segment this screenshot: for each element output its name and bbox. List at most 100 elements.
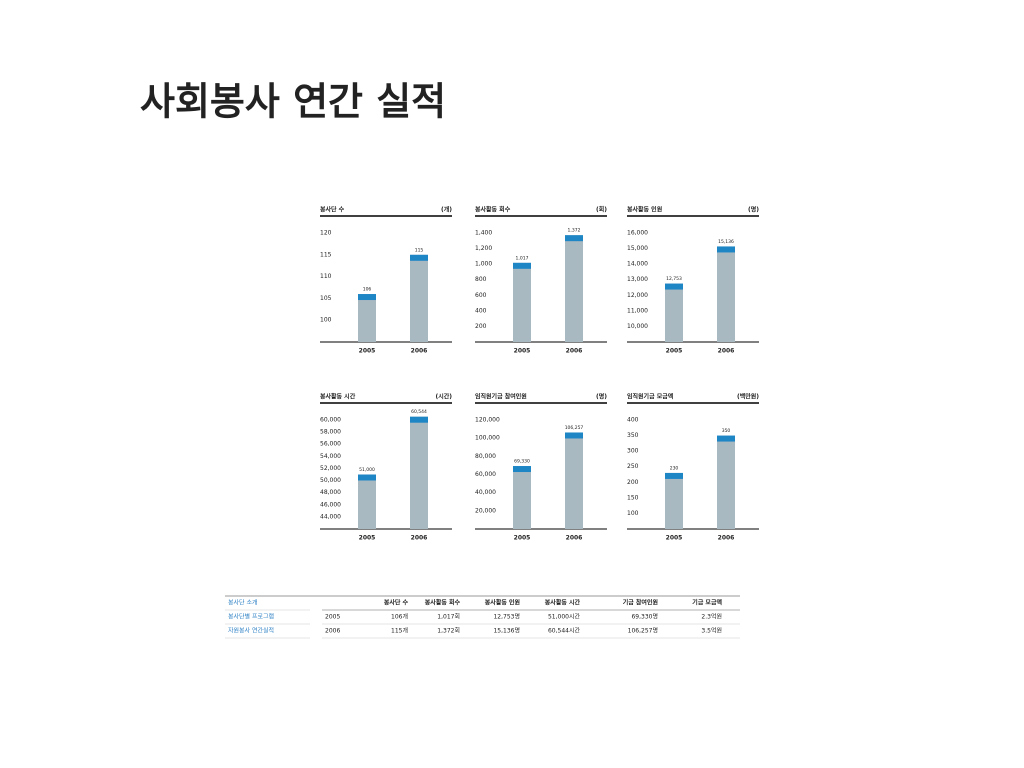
x-tick-label: 2006: [718, 535, 735, 542]
value-label: 51,000: [359, 467, 375, 473]
y-tick-label: 52,000: [320, 465, 341, 472]
y-tick-label: 12,000: [627, 292, 648, 299]
x-tick-label: 2006: [566, 348, 583, 355]
bar-cap: [665, 283, 683, 290]
y-tick-label: 16,000: [627, 230, 648, 237]
chart-unit: (시간): [435, 393, 452, 401]
table-cell: 106,257명: [628, 627, 658, 635]
bar-cap: [565, 235, 583, 242]
bar: [565, 432, 583, 529]
y-tick-label: 40,000: [475, 489, 496, 496]
value-label: 15,136: [718, 239, 734, 245]
value-label: 69,330: [514, 459, 530, 465]
x-tick-label: 2006: [411, 348, 428, 355]
table-header: 봉사활동 인원: [485, 599, 520, 607]
x-tick-label: 2005: [514, 348, 531, 355]
y-tick-label: 20,000: [475, 507, 496, 514]
y-tick-label: 300: [627, 448, 639, 455]
y-tick-label: 800: [475, 276, 487, 283]
value-label: 106,257: [565, 425, 584, 431]
bar-cap: [565, 432, 583, 439]
bar: [410, 254, 428, 342]
bar-cap: [513, 466, 531, 473]
table-cell: 3.5억원: [701, 627, 722, 635]
y-tick-label: 100: [320, 317, 332, 324]
value-label: 106: [363, 287, 372, 293]
bar-cap: [358, 474, 376, 481]
table-cell: 12,753명: [493, 613, 520, 621]
bar-cap: [410, 254, 428, 261]
bar-cap: [358, 294, 376, 301]
y-tick-label: 46,000: [320, 501, 341, 508]
y-tick-label: 150: [627, 494, 639, 501]
table-cell: 15,136명: [493, 627, 520, 635]
bar: [665, 472, 683, 529]
y-tick-label: 10,000: [627, 323, 648, 330]
bar: [513, 262, 531, 342]
y-tick-label: 50,000: [320, 477, 341, 484]
bar: [410, 416, 428, 529]
y-tick-label: 48,000: [320, 489, 341, 496]
y-tick-label: 56,000: [320, 441, 341, 448]
x-tick-label: 2005: [359, 535, 376, 542]
table-cell: 1,372회: [437, 627, 460, 635]
bar: [513, 466, 531, 529]
chart-title: 임직원기금 모금액: [627, 393, 673, 401]
nav-link: 봉사단 소개: [228, 599, 258, 607]
chart-unit: (백만원): [737, 393, 759, 401]
x-tick-label: 2006: [411, 535, 428, 542]
value-label: 60,544: [411, 409, 427, 415]
table-header: 기금 모금액: [692, 599, 722, 607]
y-tick-label: 250: [627, 463, 639, 470]
y-tick-label: 120: [320, 230, 332, 237]
x-tick-label: 2005: [666, 348, 683, 355]
chart-unit: (회): [596, 206, 607, 214]
y-tick-label: 115: [320, 251, 332, 258]
chart-unit: (개): [441, 206, 452, 214]
y-tick-label: 80,000: [475, 453, 496, 460]
chart-unit: (명): [596, 393, 607, 401]
y-tick-label: 13,000: [627, 276, 648, 283]
value-label: 1,017: [516, 255, 529, 261]
table-cell: 2.3억원: [701, 613, 722, 621]
chart-unit: (명): [748, 206, 759, 214]
y-tick-label: 58,000: [320, 429, 341, 436]
table-cell: 51,000시간: [548, 613, 581, 621]
value-label: 1,372: [568, 228, 581, 234]
bar-cap: [410, 416, 428, 423]
x-tick-label: 2006: [566, 535, 583, 542]
x-tick-label: 2005: [514, 535, 531, 542]
y-tick-label: 14,000: [627, 261, 648, 268]
y-tick-label: 100: [627, 510, 639, 517]
table-header: 기금 참여인원: [623, 599, 658, 607]
y-tick-label: 200: [627, 479, 639, 486]
y-tick-label: 400: [627, 417, 639, 424]
y-tick-label: 11,000: [627, 307, 648, 314]
bar: [665, 283, 683, 342]
y-tick-label: 350: [627, 432, 639, 439]
value-label: 115: [415, 247, 424, 253]
table-cell: 60,544시간: [548, 627, 581, 635]
x-tick-label: 2005: [359, 348, 376, 355]
nav-link: 자원봉사 연간실적: [228, 627, 274, 635]
table-cell: 1,017회: [437, 613, 460, 621]
y-tick-label: 54,000: [320, 453, 341, 460]
table-header: 봉사활동 시간: [545, 599, 581, 607]
chart-title: 봉사활동 시간: [320, 393, 356, 401]
value-label: 12,753: [666, 276, 682, 282]
y-tick-label: 200: [475, 323, 487, 330]
chart-title: 봉사활동 회수: [475, 206, 511, 214]
y-tick-label: 60,000: [320, 417, 341, 424]
bar-cap: [513, 262, 531, 269]
slide-title: 사회봉사 연간 실적: [140, 80, 446, 124]
bar: [717, 246, 735, 342]
bar: [358, 294, 376, 342]
bar-cap: [665, 472, 683, 479]
y-tick-label: 60,000: [475, 471, 496, 478]
nav-link: 봉사단별 프로그램: [228, 613, 274, 621]
y-tick-label: 1,400: [475, 230, 492, 237]
y-tick-label: 400: [475, 307, 487, 314]
y-tick-label: 15,000: [627, 245, 648, 252]
y-tick-label: 100,000: [475, 435, 500, 442]
